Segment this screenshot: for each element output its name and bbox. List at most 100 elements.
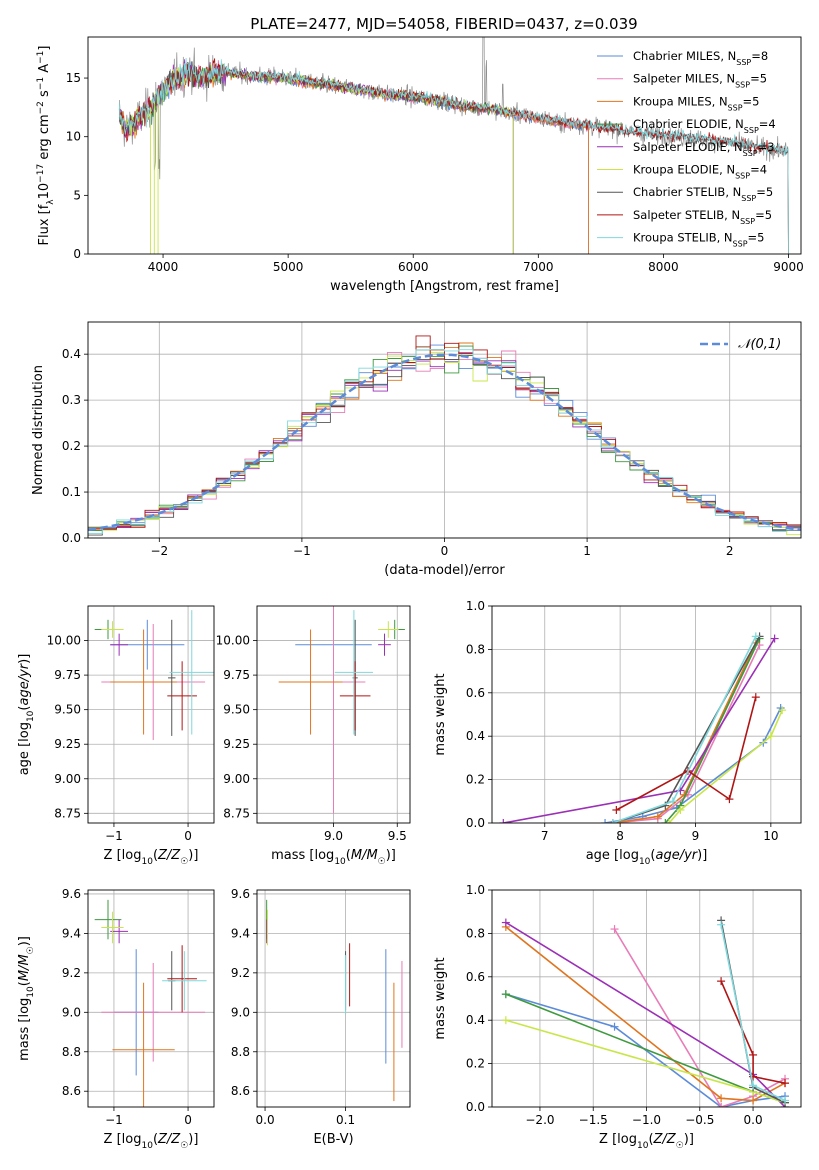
y-axis-label-part: )]	[17, 936, 32, 946]
x-axis-label-part: (	[153, 1132, 158, 1147]
weight-marker-kroupa-elodie	[665, 819, 674, 823]
weight-marker-kroupa-elodie	[501, 1016, 510, 1025]
weight-marker-kroupa-stelib	[781, 1096, 790, 1105]
y-tick-label: 9.0	[62, 1005, 81, 1019]
legend-entry-salpeter-miles: Salpeter MILES, NSSP=5	[633, 72, 767, 90]
x-axis-label-part: 10	[141, 1141, 153, 1151]
y-axis-label: mass weight	[433, 673, 448, 755]
weight-line-kroupa-miles	[612, 642, 757, 823]
x-axis-label-part: 10	[639, 857, 651, 867]
y-tick-label: 9.00	[223, 772, 250, 786]
y-axis-label-part: mass [log	[17, 998, 32, 1061]
legend-entry-kroupa-stelib: Kroupa STELIB, NSSP=5	[633, 231, 764, 249]
x-axis-label-part: mass [log	[271, 848, 334, 863]
y-axis-label-part: −1	[36, 51, 46, 64]
y-axis-label-part: s	[37, 90, 52, 101]
y-axis-label-part: λ	[46, 199, 56, 205]
legend-entry-salpeter-stelib: Salpeter STELIB, NSSP=5	[633, 208, 772, 226]
legend-text: Salpeter STELIB, N	[633, 208, 740, 222]
weight-marker-chabrier-miles	[610, 1022, 619, 1031]
x-tick-label: 9.5	[388, 829, 407, 843]
x-tick-label: 0.0	[744, 1113, 763, 1127]
axes-frame	[87, 36, 802, 255]
y-tick-label: 9.75	[223, 668, 250, 682]
weight-marker-salpeter-stelib	[751, 693, 760, 702]
x-tick-label: 7000	[523, 260, 554, 274]
plot-area	[492, 890, 801, 1107]
y-tick-label: 9.25	[54, 737, 81, 751]
y-axis-label-part: −1	[36, 77, 46, 90]
legend-subscript: SSP	[728, 103, 743, 112]
panel-mass_vs_Z: −1 08.68.89.09.29.49.6Z [log10(Z/Z☉)]mass…	[17, 887, 215, 1151]
x-axis-label-part: )]	[188, 848, 198, 863]
y-tick-label: 1.0	[466, 599, 485, 613]
x-tick-label: 1	[583, 544, 591, 558]
weight-marker-salpeter-stelib	[749, 1072, 758, 1081]
y-axis-label-part: ☉	[26, 946, 36, 954]
y-tick-label: 0.0	[466, 816, 485, 830]
x-tick-label: −2	[150, 544, 168, 558]
x-axis-label-part: Z/Z	[653, 1132, 677, 1147]
x-tick-label: 9000	[773, 260, 804, 274]
weight-marker-kroupa-stelib	[668, 797, 677, 806]
weight-marker-chabrier-elodie	[501, 990, 510, 999]
plot-area	[257, 890, 410, 1107]
x-tick-label: 8000	[648, 260, 679, 274]
x-axis-label-part: (	[153, 848, 158, 863]
y-axis-label-part: 10	[26, 710, 36, 722]
y-tick-label: 0.8	[466, 926, 485, 940]
weight-line-salpeter-stelib	[720, 980, 786, 1084]
legend-subscript: SSP	[741, 194, 756, 203]
y-axis-label-part: age [log	[17, 722, 32, 775]
plot-area	[88, 322, 801, 538]
legend-value: =5	[756, 185, 773, 199]
legend-text: Kroupa STELIB, N	[633, 231, 733, 245]
weight-marker-salpeter-stelib	[717, 977, 726, 986]
model-line-chabrier-elodie	[118, 62, 514, 254]
y-tick-label: 8.6	[231, 1084, 250, 1098]
legend-value: =8	[751, 49, 768, 63]
weight-marker-kroupa-miles	[653, 812, 662, 821]
y-tick-label: 9.6	[62, 887, 81, 901]
x-axis-label-part: age/yr	[655, 848, 698, 863]
legend-entry-kroupa-elodie: Kroupa ELODIE, NSSP=4	[633, 163, 767, 181]
y-tick-label: 9.2	[231, 966, 250, 980]
legend-text: Kroupa ELODIE, N	[633, 163, 735, 177]
model-line-kroupa-elodie	[118, 63, 514, 254]
panel-weight_vs_Z: −2.0 −1.5 −1.0 −0.5 0.0 0.0 0.2 0.4 0.6 0.8 1.0 Z […	[433, 883, 802, 1151]
x-axis-label-part: M/M	[351, 848, 378, 863]
x-axis-label-part: 10	[141, 857, 153, 867]
x-axis-label: E(B-V)	[313, 1132, 353, 1147]
y-tick-label: 10.00	[47, 634, 81, 648]
weight-marker-kroupa-elodie	[766, 732, 775, 741]
x-tick-label: 0	[184, 1113, 192, 1127]
weight-line-salpeter-stelib	[616, 696, 757, 811]
y-axis-label: age [log10(age/yr)]	[17, 654, 36, 776]
y-axis-label-part: 10	[37, 183, 52, 200]
weight-marker-kroupa-stelib	[608, 819, 617, 823]
weight-marker-salpeter-stelib	[749, 1050, 758, 1059]
y-tick-label: 0.6	[466, 970, 485, 984]
axes-frame	[491, 889, 802, 1108]
legend-entry-chabrier-stelib: Chabrier STELIB, NSSP=5	[633, 185, 773, 203]
x-tick-label: −1.0	[632, 1113, 661, 1127]
y-tick-label: 9.25	[223, 737, 250, 751]
x-axis-label-part: )]	[386, 848, 396, 863]
axes-frame	[256, 889, 411, 1108]
y-tick-label: 9.4	[231, 926, 250, 940]
y-axis-label-part: (	[17, 706, 32, 711]
y-tick-label: 1.0	[466, 883, 485, 897]
y-axis-label-part: −17	[36, 164, 46, 183]
x-tick-label: −1	[293, 544, 311, 558]
x-axis-label-part: Z/Z	[157, 848, 181, 863]
x-axis-label-part: E(B-V)	[313, 1132, 353, 1147]
legend-text: Chabrier MILES, N	[633, 49, 736, 63]
y-tick-label: 0.0	[466, 1100, 485, 1114]
weight-marker-kroupa-elodie	[778, 706, 787, 715]
axes-frame	[87, 605, 215, 824]
x-axis-label-part: (	[346, 848, 351, 863]
weight-marker-chabrier-miles	[601, 819, 610, 823]
legend-text: Chabrier STELIB, N	[633, 185, 741, 199]
